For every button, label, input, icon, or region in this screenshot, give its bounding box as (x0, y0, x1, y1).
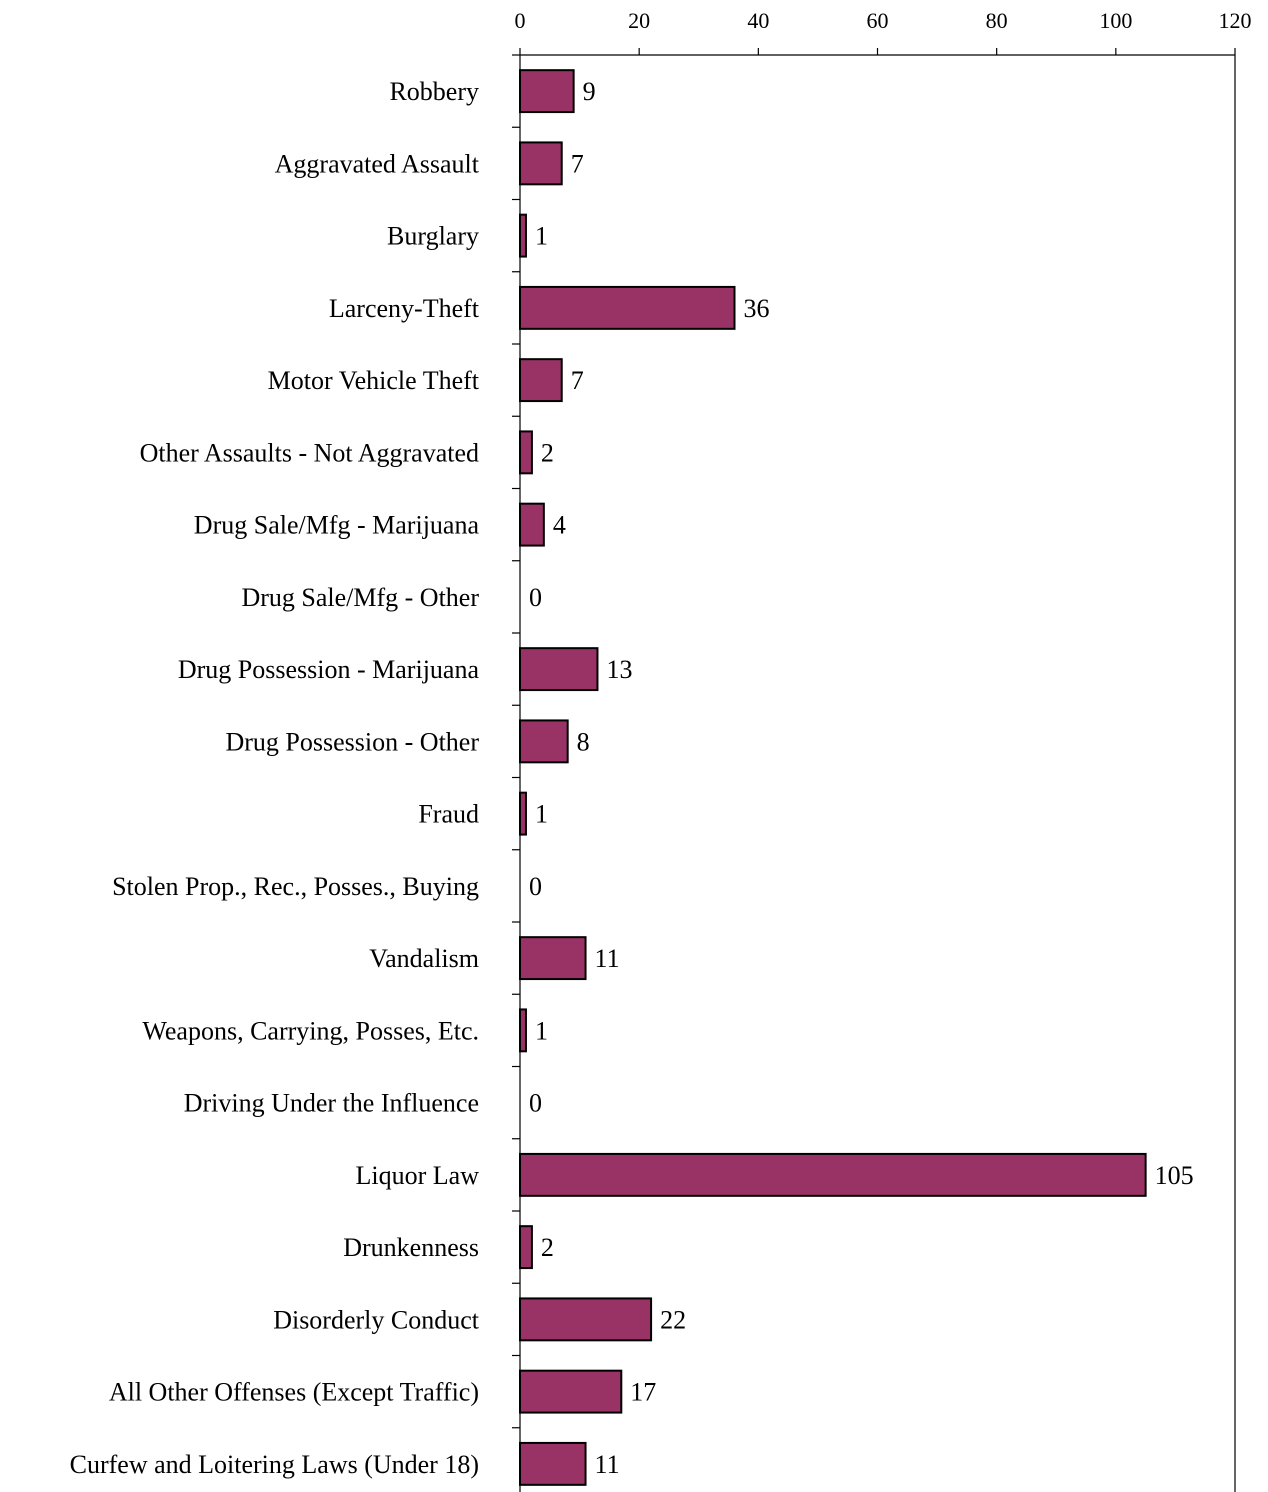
bar (519, 1152, 1147, 1197)
bar (519, 1369, 623, 1414)
bar (519, 358, 563, 403)
data-label: 13 (606, 655, 632, 684)
labels-layer: Robbery 9 Aggravated Assault 7 Burglary 1 Larc… (70, 77, 1194, 1479)
data-label: 36 (744, 294, 770, 323)
data-label: 0 (529, 872, 542, 901)
category-label: Vandalism (369, 944, 479, 973)
data-label: 8 (577, 727, 590, 756)
bar (519, 936, 587, 981)
category-label: Other Assaults - Not Aggravated (140, 438, 479, 467)
axis-layer: 0 20 40 60 80 100 120 (512, 8, 1252, 1492)
data-label: 7 (571, 366, 584, 395)
category-label: Stolen Prop., Rec., Posses., Buying (112, 872, 479, 901)
bar (519, 285, 736, 330)
data-label: 11 (595, 1450, 620, 1479)
data-label: 22 (660, 1305, 686, 1334)
category-label: Fraud (418, 800, 479, 829)
bars-layer (519, 69, 1147, 1486)
category-label: Drug Sale/Mfg - Other (241, 583, 479, 612)
category-label: Disorderly Conduct (273, 1305, 480, 1334)
category-label: Burglary (387, 222, 479, 251)
category-label: Motor Vehicle Theft (268, 366, 480, 395)
category-label: All Other Offenses (Except Traffic) (109, 1378, 479, 1407)
category-label: Weapons, Carrying, Posses, Etc. (142, 1016, 479, 1045)
category-label: Curfew and Loitering Laws (Under 18) (70, 1450, 479, 1479)
category-label: Liquor Law (356, 1161, 480, 1190)
bar (519, 69, 575, 114)
data-label: 17 (630, 1378, 656, 1407)
data-label: 7 (571, 149, 584, 178)
bar (519, 1008, 527, 1053)
bar (519, 213, 527, 258)
bar (519, 430, 533, 475)
category-label: Drug Possession - Other (226, 727, 480, 756)
bar (519, 647, 599, 692)
x-tick-label: 100 (1099, 8, 1132, 33)
bar (519, 502, 545, 547)
data-label: 1 (535, 1016, 548, 1045)
data-label: 1 (535, 800, 548, 829)
bar (519, 1225, 533, 1270)
category-label: Aggravated Assault (275, 149, 480, 178)
data-label: 0 (529, 583, 542, 612)
x-tick-label: 60 (867, 8, 889, 33)
x-tick-label: 20 (628, 8, 650, 33)
category-label: Robbery (389, 77, 479, 106)
category-label: Driving Under the Influence (184, 1089, 479, 1118)
category-label: Drunkenness (343, 1233, 479, 1262)
category-label: Larceny-Theft (329, 294, 480, 323)
bar (519, 141, 563, 186)
data-label: 2 (541, 1233, 554, 1262)
bar (519, 1441, 587, 1486)
bar (519, 1297, 653, 1342)
bar (519, 719, 569, 764)
category-label: Drug Sale/Mfg - Marijuana (194, 511, 480, 540)
data-label: 9 (583, 77, 596, 106)
data-label: 1 (535, 222, 548, 251)
bar (519, 791, 527, 836)
data-label: 11 (595, 944, 620, 973)
data-label: 2 (541, 438, 554, 467)
x-tick-label: 0 (515, 8, 526, 33)
x-tick-label: 40 (747, 8, 769, 33)
data-label: 0 (529, 1089, 542, 1118)
x-tick-label: 80 (986, 8, 1008, 33)
x-tick-label: 120 (1219, 8, 1252, 33)
category-label: Drug Possession - Marijuana (178, 655, 480, 684)
data-label: 4 (553, 511, 566, 540)
data-label: 105 (1155, 1161, 1194, 1190)
